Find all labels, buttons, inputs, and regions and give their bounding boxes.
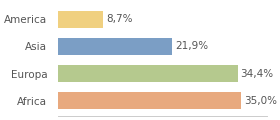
Bar bbox=[58, 65, 238, 82]
Bar bbox=[58, 11, 103, 28]
Text: 34,4%: 34,4% bbox=[241, 69, 274, 79]
Text: 21,9%: 21,9% bbox=[175, 41, 208, 51]
Text: 35,0%: 35,0% bbox=[244, 96, 277, 106]
Bar bbox=[58, 38, 172, 55]
Bar bbox=[58, 92, 241, 109]
Text: 8,7%: 8,7% bbox=[106, 14, 132, 24]
